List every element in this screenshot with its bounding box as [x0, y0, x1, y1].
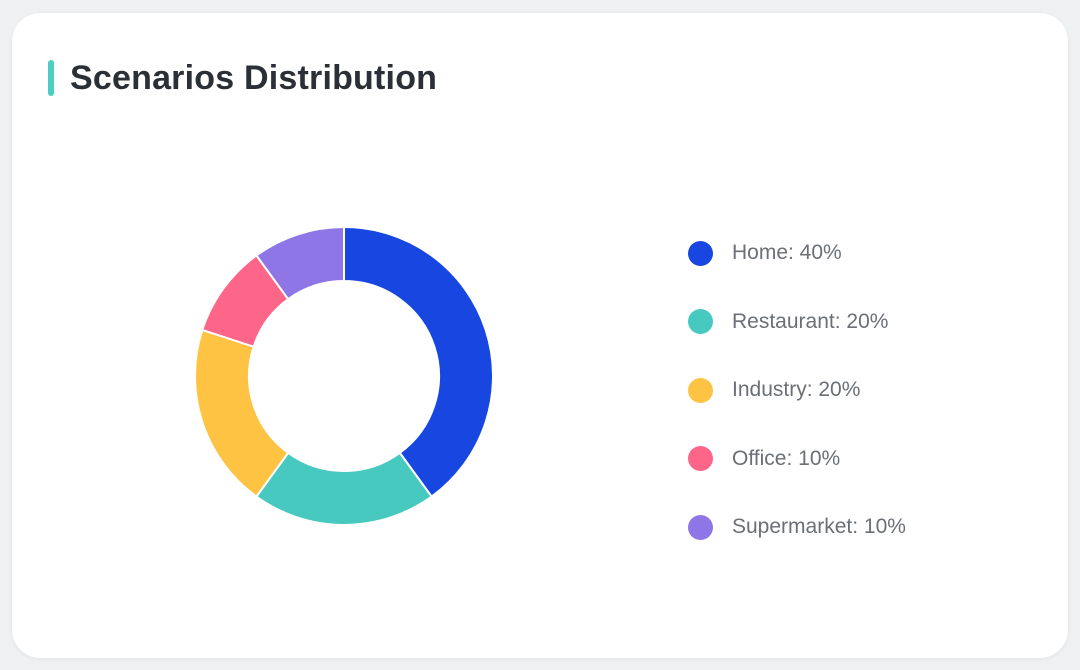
legend-item-office: Office: 10% — [688, 425, 906, 494]
chart-legend: Home: 40% Restaurant: 20% Industry: 20% Off… — [688, 219, 906, 562]
legend-dot-icon — [688, 514, 713, 540]
legend-item-home: Home: 40% — [688, 219, 906, 288]
legend-dot-icon — [688, 446, 713, 472]
legend-item-industry: Industry: 20% — [688, 356, 906, 425]
title-accent-bar — [48, 60, 54, 96]
legend-dot-icon — [688, 377, 713, 403]
donut-chart — [194, 225, 494, 526]
donut-slice-supermarket — [255, 225, 345, 301]
legend-item-restaurant: Restaurant: 20% — [688, 288, 906, 357]
chart-title: Scenarios Distribution — [70, 59, 438, 97]
donut-slice-industry — [194, 328, 290, 498]
legend-label: Industry: 20% — [732, 378, 861, 402]
donut-slice-restaurant — [255, 451, 433, 526]
legend-item-supermarket: Supermarket: 10% — [688, 493, 906, 562]
donut-slice-home — [343, 225, 494, 498]
legend-label: Restaurant: 20% — [732, 309, 889, 333]
legend-dot-icon — [688, 240, 713, 266]
legend-label: Supermarket: 10% — [732, 515, 906, 539]
legend-dot-icon — [688, 309, 713, 335]
legend-label: Home: 40% — [732, 241, 842, 265]
chart-card: Scenarios Distribution Home: 40% Restaura… — [12, 13, 1068, 658]
legend-label: Office: 10% — [732, 446, 841, 470]
